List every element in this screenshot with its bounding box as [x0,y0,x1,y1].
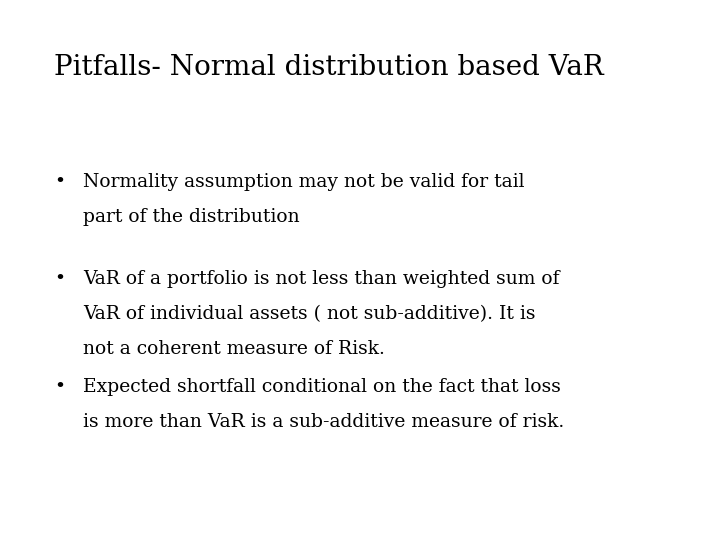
Text: not a coherent measure of Risk.: not a coherent measure of Risk. [83,340,384,358]
Text: •: • [54,173,65,191]
Text: part of the distribution: part of the distribution [83,208,300,226]
Text: Pitfalls- Normal distribution based VaR: Pitfalls- Normal distribution based VaR [54,54,604,81]
Text: VaR of a portfolio is not less than weighted sum of: VaR of a portfolio is not less than weig… [83,270,559,288]
Text: •: • [54,270,65,288]
Text: Normality assumption may not be valid for tail: Normality assumption may not be valid fo… [83,173,524,191]
Text: VaR of individual assets ( not sub-additive). It is: VaR of individual assets ( not sub-addit… [83,305,535,323]
Text: is more than VaR is a sub-additive measure of risk.: is more than VaR is a sub-additive measu… [83,413,564,431]
Text: Expected shortfall conditional on the fact that loss: Expected shortfall conditional on the fa… [83,378,561,396]
Text: •: • [54,378,65,396]
